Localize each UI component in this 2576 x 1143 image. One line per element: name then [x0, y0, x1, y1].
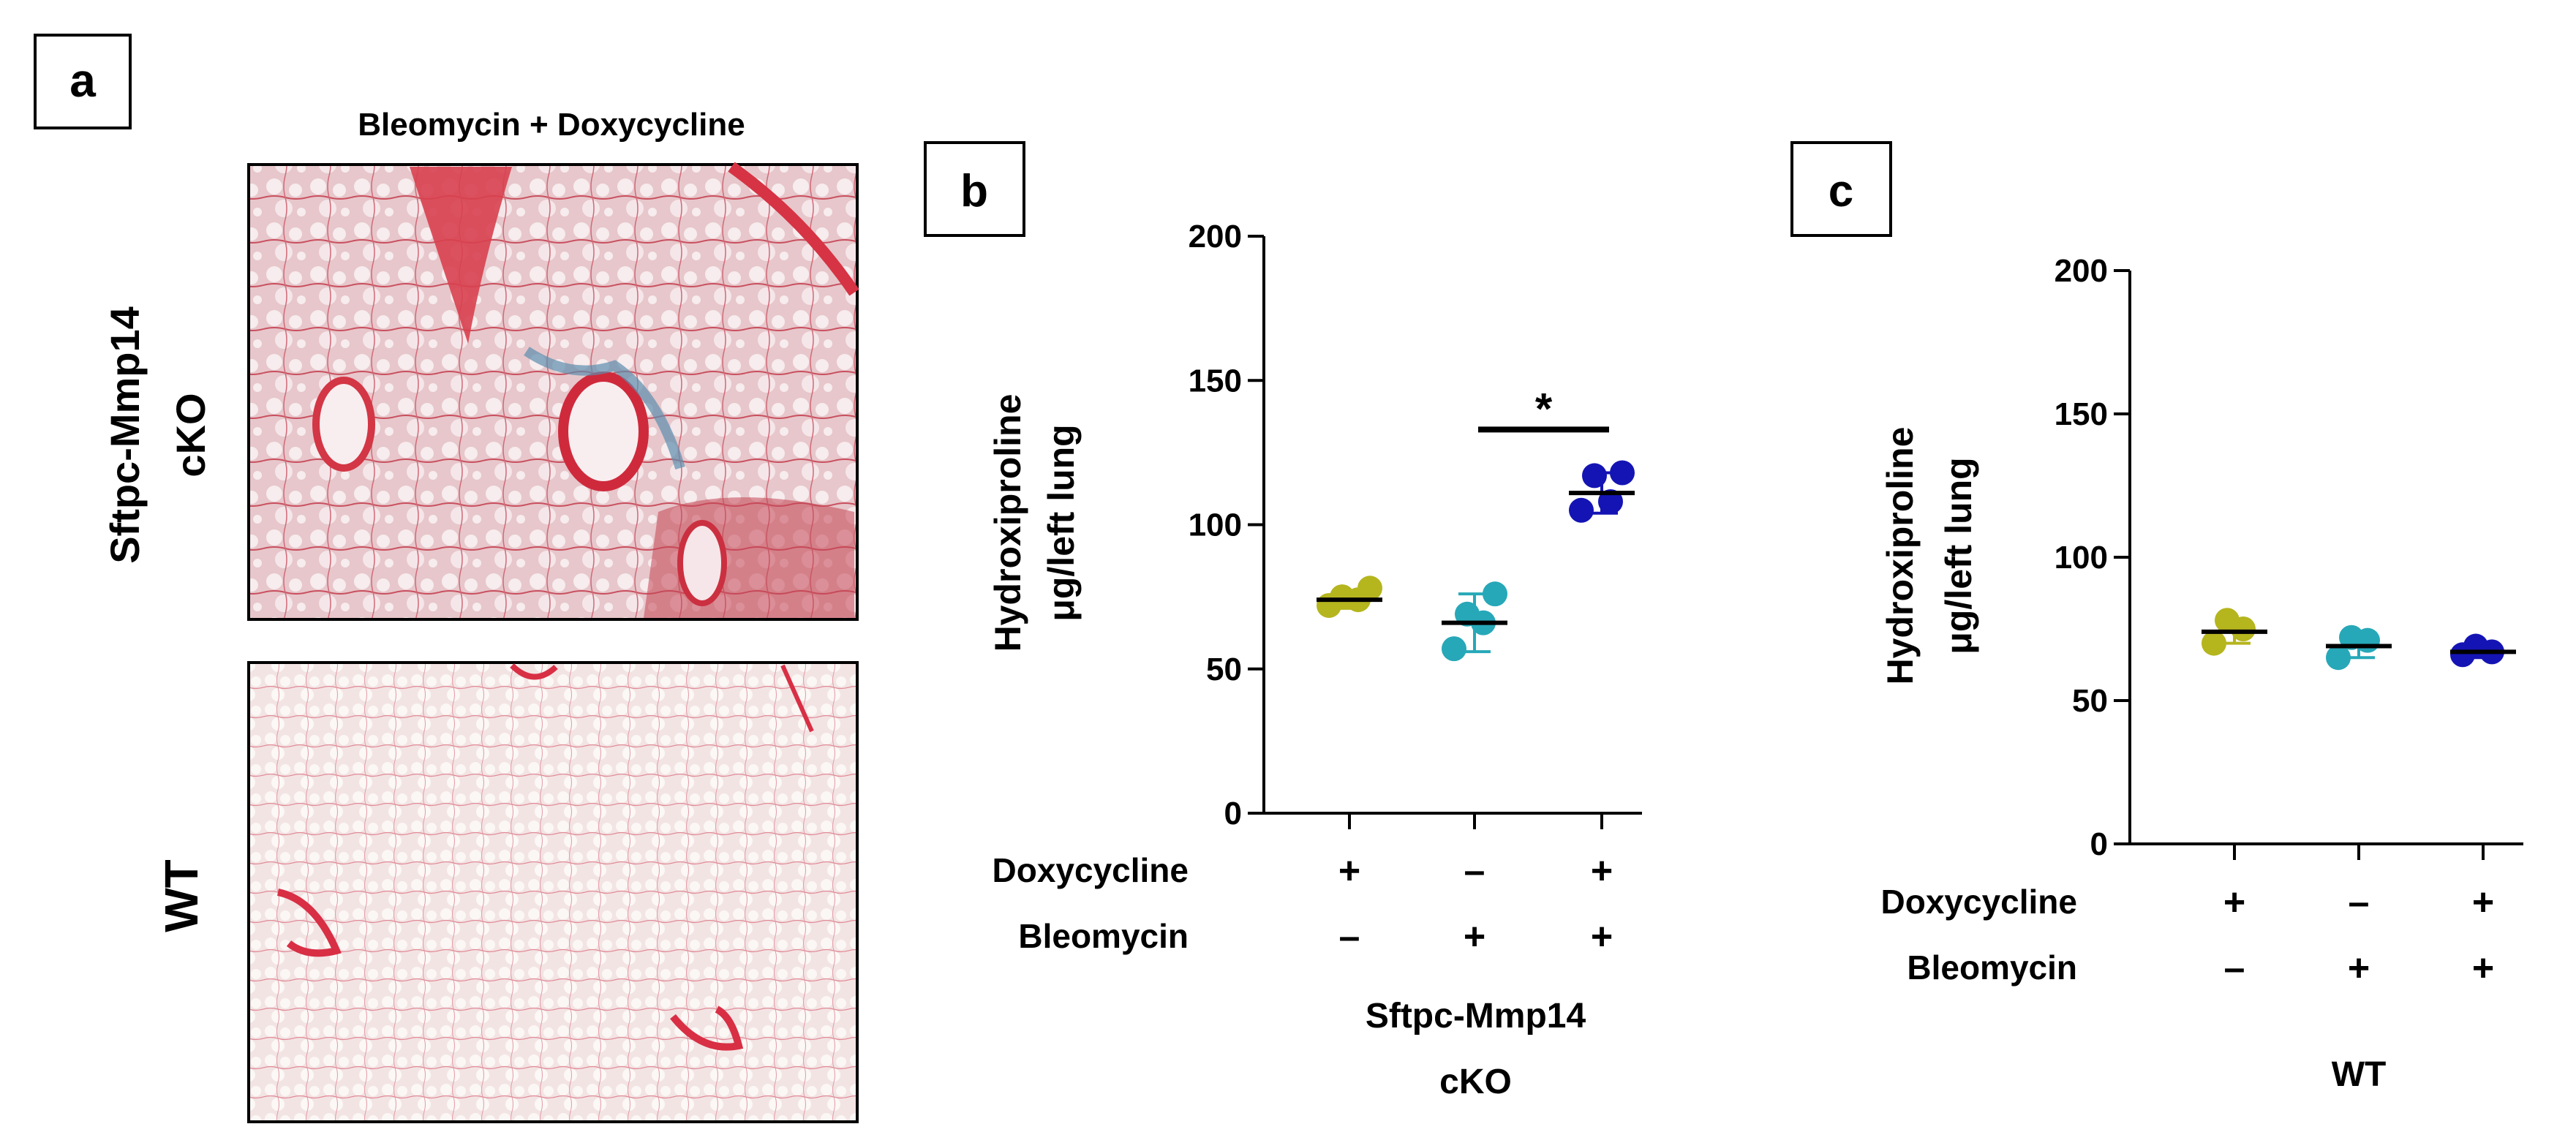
y-axis-label-line1: Hydroxiproline [1880, 427, 1921, 685]
data-point [1610, 460, 1635, 486]
y-tick-label: 150 [2055, 396, 2108, 432]
panel-a: a Bleomycin + Doxycycline Sftpc-Mmp14 cK… [34, 34, 859, 1123]
panel-a-label-box [34, 34, 132, 129]
row-name-doxycycline: Doxycycline [1881, 883, 2077, 921]
y-tick-label: 0 [1224, 796, 1242, 831]
panel-a-header: Bleomycin + Doxycycline [358, 107, 745, 143]
x-axis-label-line2: cKO [1439, 1063, 1512, 1101]
data-point [1330, 584, 1355, 610]
data-point [1569, 497, 1594, 523]
bleomycin-sign: + [1591, 916, 1613, 958]
bleomycin-sign: + [2472, 947, 2494, 989]
y-tick-label: 100 [2055, 540, 2108, 576]
doxycycline-sign: + [2472, 881, 2494, 924]
row-name-doxycycline: Doxycycline [993, 851, 1189, 889]
row-label-cko-line1: Sftpc-Mmp14 [102, 306, 148, 564]
row-label-cko-line2: cKO [167, 393, 214, 477]
doxycycline-sign: + [2223, 881, 2245, 924]
data-point [2463, 633, 2488, 659]
data-point [1598, 488, 1623, 514]
panel-c-label: c [1829, 166, 1853, 216]
bleomycin-sign: – [2224, 947, 2245, 989]
y-tick-label: 150 [1189, 363, 1242, 399]
row-name-bleomycin: Bleomycin [1018, 917, 1189, 955]
y-tick-label: 200 [2055, 253, 2108, 289]
data-point [1357, 576, 1382, 601]
data-point [2339, 625, 2364, 650]
y-axis-label-line2: μg/left lung [1041, 424, 1082, 621]
significance-asterisk: * [1535, 384, 1553, 433]
row-name-bleomycin: Bleomycin [1907, 948, 2077, 987]
chart-c: 0 50 100 150 200 Hydroxiproline μg/left lung Do… [1880, 253, 2523, 1094]
data-point [1442, 636, 1466, 662]
doxycycline-sign: – [2349, 881, 2370, 924]
x-axis-label-line1: WT [2332, 1055, 2387, 1094]
y-tick-label: 200 [1189, 219, 1242, 254]
y-tick-label: 50 [2072, 683, 2108, 719]
x-axis-label-line1: Sftpc-Mmp14 [1366, 997, 1586, 1036]
data-point [1582, 463, 1607, 488]
y-tick-label: 0 [2090, 826, 2108, 862]
data-point [2326, 645, 2351, 671]
bleomycin-sign: – [1339, 916, 1360, 958]
panel-c-label-box [1790, 141, 1892, 237]
data-point [2202, 630, 2226, 656]
bleomycin-sign: + [2348, 947, 2370, 989]
panel-b: b 0 50 100 150 200 Hydroxiproline μg/left lung… [924, 141, 1642, 1101]
y-tick-label: 100 [1189, 508, 1242, 543]
panel-c: c 0 50 100 150 200 Hydroxiproline μg/left lung… [1790, 141, 2523, 1094]
histology-image-cko [247, 162, 859, 621]
y-tick-label: 50 [1206, 652, 1242, 687]
panel-b-label: b [960, 166, 988, 216]
bleomycin-sign: + [1464, 916, 1485, 958]
doxycycline-sign: + [1591, 850, 1613, 892]
y-axis-label-line2: μg/left lung [1938, 457, 1979, 654]
chart-b: 0 50 100 150 200 Hydroxiproline μg/left lung Do… [987, 219, 1642, 1101]
y-axis-label-line1: Hydroxiproline [987, 394, 1028, 652]
doxycycline-sign: – [1464, 850, 1485, 892]
panel-b-label-box [924, 141, 1025, 237]
doxycycline-sign: + [1338, 850, 1360, 892]
data-point [1483, 581, 1507, 607]
data-point [2215, 608, 2240, 633]
row-label-wt: WT [155, 859, 208, 932]
panel-a-label: a [69, 54, 96, 107]
histology-image-wt [247, 661, 859, 1123]
data-point [1455, 601, 1480, 627]
